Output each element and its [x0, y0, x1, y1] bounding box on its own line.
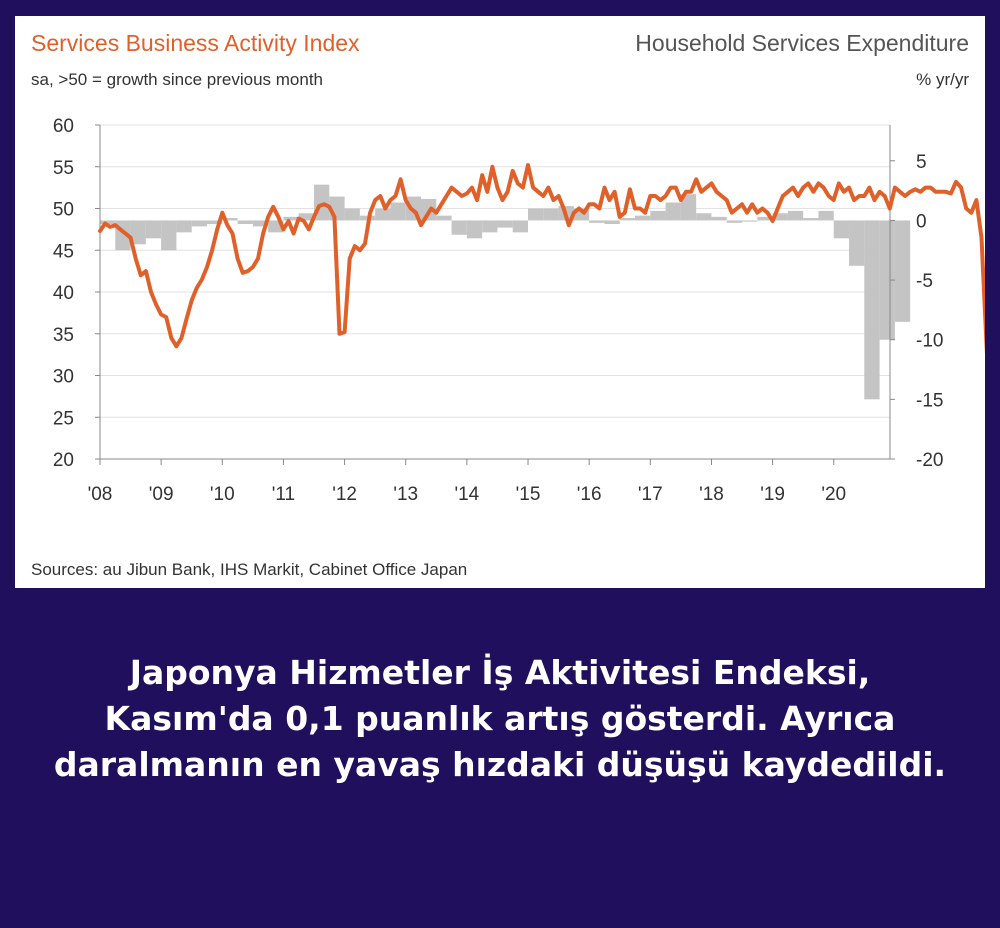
right-tick-label: -20: [916, 450, 943, 471]
expenditure-bar: [145, 220, 162, 239]
expenditure-bar: [879, 220, 895, 340]
right-tick-label: 0: [916, 211, 927, 232]
expenditure-bar: [222, 218, 238, 221]
expenditure-bar: [130, 220, 146, 245]
right-tick-label: -5: [916, 271, 933, 292]
expenditure-bar: [528, 208, 544, 221]
expenditure-bar: [573, 208, 590, 221]
expenditure-bar: [742, 220, 758, 222]
expenditure-bar: [833, 220, 850, 239]
expenditure-bar: [864, 220, 880, 400]
chart-subtitle-right: % yr/yr: [916, 70, 969, 89]
x-tick-label: '17: [638, 484, 663, 505]
right-tick-label: 5: [916, 152, 927, 173]
x-tick-label: '14: [454, 484, 479, 505]
caption-text: Japonya Hizmetler İş Aktivitesi Endeksi,…: [53, 653, 947, 785]
chart-source: Sources: au Jibun Bank, IHS Markit, Cabi…: [31, 560, 468, 579]
expenditure-bar: [390, 202, 406, 221]
expenditure-bar: [803, 218, 819, 221]
x-tick-label: '11: [272, 484, 295, 505]
expenditure-bar: [237, 220, 253, 225]
expenditure-bar: [344, 208, 360, 221]
expenditure-bar: [711, 216, 727, 221]
expenditure-bar: [268, 220, 284, 233]
expenditure-bar: [451, 220, 467, 235]
expenditure-bar: [604, 220, 620, 225]
chart-card: Services Business Activity Index sa, >50…: [15, 16, 985, 588]
x-tick-label: '13: [393, 484, 418, 505]
left-tick-label: 55: [53, 158, 74, 179]
left-tick-label: 60: [53, 116, 74, 137]
expenditure-bar: [161, 220, 177, 251]
x-tick-label: '09: [149, 484, 174, 505]
right-tick-label: -15: [916, 390, 943, 411]
expenditure-bar: [696, 213, 712, 221]
expenditure-bar: [207, 220, 223, 225]
expenditure-bar: [298, 213, 315, 221]
left-tick-label: 45: [53, 241, 74, 262]
expenditure-bar: [787, 210, 804, 221]
expenditure-bar: [680, 194, 697, 221]
expenditure-bar: [497, 220, 513, 228]
expenditure-bar: [252, 220, 269, 227]
expenditure-bar: [589, 220, 605, 223]
chart-plot: 20 25 30 35 40 45 50 55 60 -20 -15 -10 -5 0 5 '08 '09 '10…: [53, 116, 985, 505]
left-tick-label: 35: [53, 325, 74, 346]
activity-index-line: [98, 163, 985, 355]
left-tick-label: 25: [53, 408, 74, 429]
left-tick-label: 50: [53, 200, 74, 221]
expenditure-bar: [849, 220, 865, 266]
right-tick-label: -10: [916, 331, 943, 352]
expenditure-bar: [543, 208, 559, 221]
expenditure-bar: [635, 215, 651, 221]
x-tick-label: '16: [577, 484, 602, 505]
expenditure-bar: [100, 220, 116, 225]
expenditure-bar: [482, 220, 498, 233]
expenditure-bar: [772, 213, 788, 221]
expenditure-bar: [283, 216, 299, 221]
expenditure-bar: [512, 220, 529, 233]
chart-title-right: Household Services Expenditure: [635, 30, 969, 56]
left-tick-label: 30: [53, 367, 74, 388]
expenditure-bar: [726, 220, 743, 223]
x-tick-label: '20: [821, 484, 846, 505]
chart-title-left: Services Business Activity Index: [31, 30, 360, 56]
expenditure-bar: [650, 210, 666, 221]
x-tick-label: '19: [760, 484, 785, 505]
x-tick-label: '15: [516, 484, 541, 505]
x-tick-label: '10: [210, 484, 235, 505]
x-tick-label: '18: [699, 484, 724, 505]
expenditure-bar: [619, 218, 636, 221]
expenditure-bar: [466, 220, 483, 239]
x-tick-label: '12: [332, 484, 357, 505]
expenditure-bar: [818, 210, 834, 221]
chart-subtitle-left: sa, >50 = growth since previous month: [31, 70, 323, 89]
left-tick-label: 20: [53, 450, 74, 471]
expenditure-bar: [176, 220, 192, 233]
x-tick-label: '08: [88, 484, 113, 505]
expenditure-bar: [757, 216, 773, 221]
expenditure-bar: [191, 220, 208, 227]
expenditure-bar: [436, 215, 452, 221]
expenditure-bar: [665, 202, 681, 221]
expenditure-bar: [894, 220, 911, 322]
left-tick-label: 40: [53, 283, 74, 304]
expenditure-bar: [375, 208, 391, 221]
